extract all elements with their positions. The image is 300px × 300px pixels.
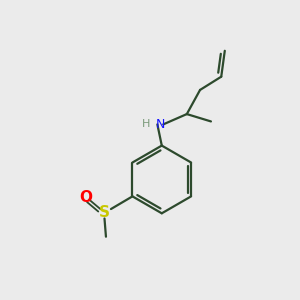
Text: H: H: [142, 119, 150, 129]
Text: O: O: [80, 190, 93, 205]
Text: S: S: [99, 205, 110, 220]
Text: N: N: [156, 118, 165, 131]
